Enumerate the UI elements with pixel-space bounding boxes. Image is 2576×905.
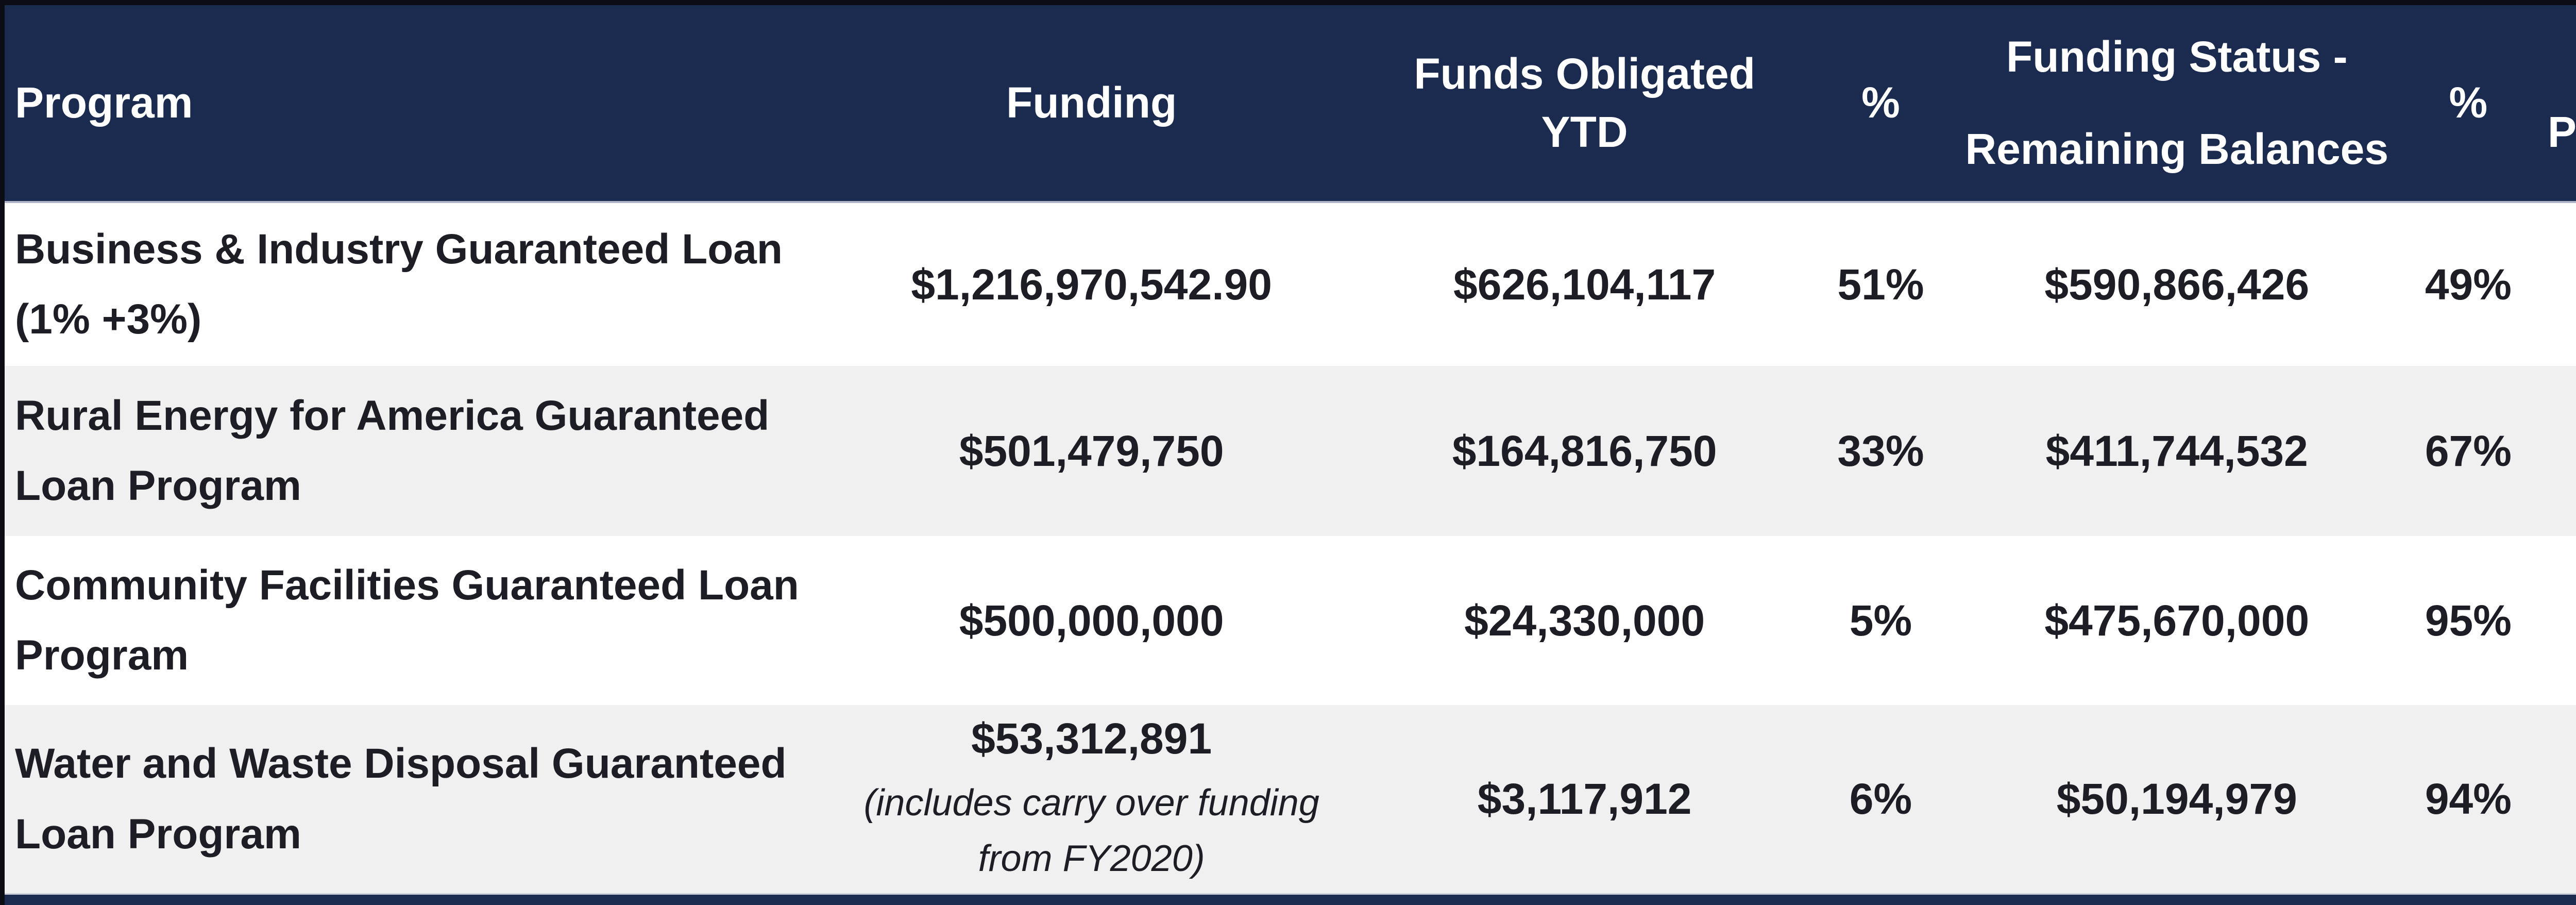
program-name-line2: Program	[15, 632, 189, 679]
pending-requests-cell: $685,022,717	[2541, 258, 2576, 312]
percent-obligated-cell: 33%	[1804, 424, 1958, 478]
funding-value: $501,479,750	[959, 426, 1224, 475]
percent-obligated-value: 33%	[1837, 426, 1924, 475]
header-program-label: Program	[15, 78, 193, 127]
percent-remaining-value: 94%	[2425, 775, 2512, 823]
funds-obligated-value: $626,104,117	[1453, 260, 1716, 309]
header-total-pending-requests: Total Loan Amounts of Pending Guarantee …	[2541, 45, 2576, 162]
header-funding-status-line1: Funding Status -	[2006, 32, 2348, 81]
percent-remaining-cell: 95%	[2396, 594, 2540, 648]
percent-obligated-cell: 5%	[1804, 594, 1958, 648]
remaining-balance-cell: $50,194,979	[1958, 772, 2396, 826]
header-funding: Funding	[818, 74, 1366, 132]
percent-remaining-value: 67%	[2425, 426, 2512, 475]
pending-requests-cell: $123,365,688	[2541, 594, 2576, 648]
program-name-line1: Water and Waste Disposal Guaranteed	[15, 740, 787, 787]
percent-obligated-value: 51%	[1837, 260, 1924, 309]
table-row-rural-energy: Rural Energy for America Guaranteed Loan…	[5, 366, 2576, 536]
header-funding-status-line2: Remaining Balances	[1965, 125, 2389, 173]
header-program: Program	[5, 74, 818, 132]
funding-cell: $501,479,750	[818, 424, 1366, 478]
funding-cell: $500,000,000	[818, 594, 1366, 648]
header-percent-remaining: %	[2396, 74, 2540, 132]
header-funds-obligated-ytd: Funds Obligated YTD	[1366, 45, 1804, 162]
header-percent-remaining-label: %	[2449, 78, 2488, 127]
funds-obligated-cell: $24,330,000	[1366, 594, 1804, 648]
remaining-balance-value: $590,866,426	[2044, 260, 2310, 309]
funds-obligated-cell: $164,816,750	[1366, 424, 1804, 478]
header-total-pending-line1: Total Loan Amounts of	[2541, 45, 2576, 103]
funding-cell: $1,216,970,542.90	[818, 258, 1366, 312]
funding-value: $500,000,000	[959, 596, 1224, 645]
funds-obligated-cell: $3,117,912	[1366, 772, 1804, 826]
funds-obligated-value: $3,117,912	[1477, 775, 1692, 823]
program-name-line2: Loan Program	[15, 462, 301, 509]
remaining-balance-cell: $411,744,532	[1958, 424, 2396, 478]
remaining-balance-value: $475,670,000	[2044, 596, 2310, 645]
funding-value: $53,312,891	[971, 714, 1212, 763]
funding-carryover-note: (includes carry over funding from FY2020…	[863, 782, 1319, 879]
footer-separator	[5, 893, 2576, 895]
program-cell: Rural Energy for America Guaranteed Loan…	[5, 381, 818, 521]
header-funding-label: Funding	[1006, 78, 1177, 127]
program-name-line2: (1% +3%)	[15, 296, 202, 343]
program-name-line1: Business & Industry Guaranteed Loan	[15, 225, 783, 273]
table-row-water-waste-disposal: Water and Waste Disposal Guaranteed Loan…	[5, 705, 2576, 893]
percent-obligated-cell: 6%	[1804, 772, 1958, 826]
program-name-line1: Community Facilities Guaranteed Loan	[15, 561, 799, 609]
table-row-community-facilities: Community Facilities Guaranteed Loan Pro…	[5, 536, 2576, 705]
header-percent-obligated-label: %	[1861, 78, 1900, 127]
remaining-balance-cell: $475,670,000	[1958, 594, 2396, 648]
program-cell: Water and Waste Disposal Guaranteed Loan…	[5, 729, 818, 869]
table-row-business-industry: Business & Industry Guaranteed Loan (1% …	[5, 203, 2576, 366]
percent-remaining-value: 49%	[2425, 260, 2512, 309]
pending-requests-cell: $244,457,680	[2541, 424, 2576, 478]
funds-obligated-value: $24,330,000	[1464, 596, 1705, 645]
header-total-pending-line2: Pending Guarantee Requests	[2547, 108, 2576, 156]
pending-requests-cell: $6,061,000	[2541, 772, 2576, 826]
header-funding-status-remaining: Funding Status - Remaining Balances	[1958, 28, 2396, 179]
percent-remaining-value: 95%	[2425, 596, 2512, 645]
percent-remaining-cell: 94%	[2396, 772, 2540, 826]
remaining-balance-cell: $590,866,426	[1958, 258, 2396, 312]
funds-obligated-value: $164,816,750	[1452, 426, 1717, 475]
funds-obligated-cell: $626,104,117	[1366, 258, 1804, 312]
header-funds-obligated-line1: Funds Obligated	[1414, 49, 1755, 98]
percent-obligated-value: 5%	[1849, 596, 1912, 645]
program-cell: Business & Industry Guaranteed Loan (1% …	[5, 214, 818, 355]
remaining-balance-value: $50,194,979	[2056, 775, 2297, 823]
next-section-header-bar	[5, 895, 2576, 905]
header-percent-obligated: %	[1804, 74, 1958, 132]
percent-obligated-value: 6%	[1849, 775, 1912, 823]
percent-remaining-cell: 49%	[2396, 258, 2540, 312]
percent-obligated-cell: 51%	[1804, 258, 1958, 312]
program-name-line2: Loan Program	[15, 810, 301, 858]
funding-cell: $53,312,891 (includes carry over funding…	[818, 712, 1366, 886]
header-funds-obligated-line2: YTD	[1541, 108, 1628, 156]
table-header-row: Program Funding Funds Obligated YTD % Fu…	[5, 5, 2576, 201]
header-underline	[5, 201, 2576, 203]
program-name-line1: Rural Energy for America Guaranteed	[15, 392, 770, 439]
remaining-balance-value: $411,744,532	[2045, 426, 2308, 475]
funding-value: $1,216,970,542.90	[911, 260, 1272, 309]
percent-remaining-cell: 67%	[2396, 424, 2540, 478]
program-cell: Community Facilities Guaranteed Loan Pro…	[5, 550, 818, 691]
